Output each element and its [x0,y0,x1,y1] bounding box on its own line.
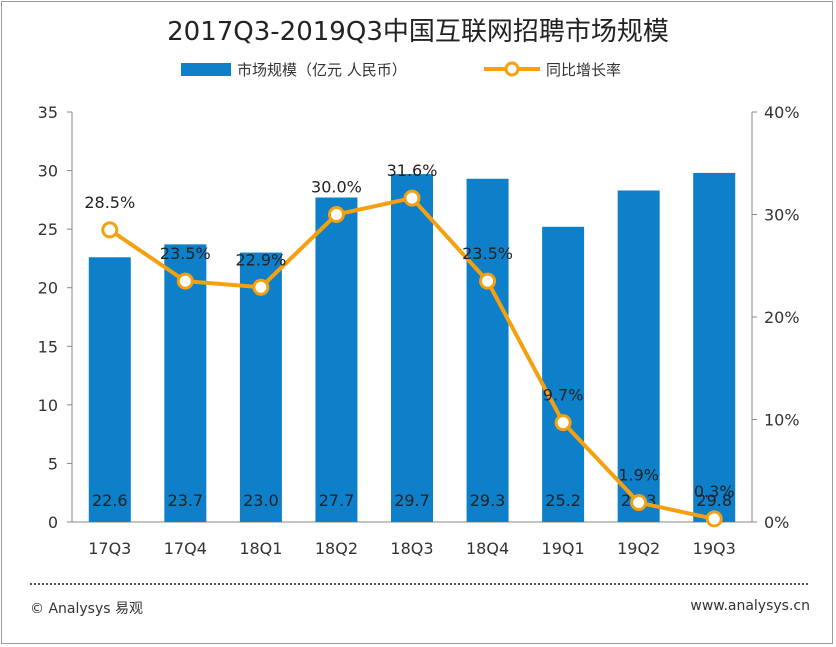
growth-point [252,278,270,296]
bar-data-label: 22.6 [92,491,128,510]
x-tick-label: 18Q4 [466,539,509,558]
footer-url: www.analysys.cn [690,598,810,614]
growth-data-label: 0.3% [694,482,735,501]
bar [164,244,207,522]
bar [466,178,509,522]
x-tick-label: 19Q3 [693,539,736,558]
left-tick-label: 30 [38,162,58,181]
growth-point [101,221,119,239]
legend-bar-label: 市场规模（亿元 人民币） [237,61,407,79]
bar-data-label: 25.2 [545,491,581,510]
legend-line-marker [504,61,520,77]
x-tick-label: 19Q1 [542,539,585,558]
footer-copyright: © Analysys 易观 [30,601,143,617]
growth-point [630,494,648,512]
right-tick-label: 20% [764,308,800,327]
growth-data-label: 31.6% [387,161,438,180]
x-tick-label: 17Q4 [164,539,207,558]
left-tick-label: 35 [38,103,58,122]
chart-title: 2017Q3-2019Q3中国互联网招聘市场规模 [167,17,669,47]
bar-data-label: 23.7 [168,491,204,510]
growth-line [101,189,723,528]
bar-data-label: 29.7 [394,491,430,510]
bars [88,172,736,523]
growth-data-label: 23.5% [160,244,211,263]
growth-data-label: 28.5% [84,193,135,212]
left-tick-label: 20 [38,279,58,298]
bar [391,174,433,523]
right-tick-label: 10% [764,411,800,430]
growth-data-label: 30.0% [311,178,362,197]
left-tick-label: 0 [48,513,58,532]
left-tick-label: 15 [38,337,58,356]
growth-point [554,414,572,432]
legend: 市场规模（亿元 人民币） 同比增长率 [181,61,621,79]
bar [88,257,131,522]
right-tick-label: 40% [764,103,800,122]
x-tick-label: 19Q2 [617,539,660,558]
growth-data-label: 9.7% [543,386,584,405]
bar-data-label: 29.3 [470,491,506,510]
growth-point [705,510,723,528]
growth-labels: 28.5% 23.5% 22.9% 30.0% 31.6% 23.5% 9.7% 1.9% 0.… [84,161,734,501]
x-tick-label: 17Q3 [88,539,131,558]
bar [315,197,358,522]
axes: 0 5 10 15 20 25 30 35 0% 10% 20% 30% 40% 17Q3 17Q4 18Q1… [38,103,800,558]
right-tick-label: 30% [764,206,800,225]
growth-data-label: 1.9% [618,466,659,485]
growth-point [176,272,194,290]
left-tick-label: 10 [38,396,58,415]
x-tick-label: 18Q2 [315,539,358,558]
x-tick-label: 18Q1 [239,539,282,558]
x-tick-label: 18Q3 [390,539,433,558]
bar [542,226,585,523]
footer-divider [30,583,808,585]
growth-point [403,189,421,207]
left-tick-label: 25 [38,220,58,239]
bar-data-label: 29.8 [696,491,732,510]
bar-data-label: 23.0 [243,491,279,510]
bar [693,172,736,522]
legend-line-label: 同比增长率 [546,61,621,79]
bar [617,190,660,522]
bar [239,252,282,523]
growth-data-label: 23.5% [462,244,513,263]
growth-point [327,206,345,223]
legend-bar-swatch [181,63,231,76]
growth-data-label: 22.9% [235,250,286,269]
left-tick-label: 5 [48,454,58,473]
bar-data-label: 27.7 [319,491,355,510]
right-tick-label: 0% [764,513,789,532]
growth-point [479,272,497,290]
